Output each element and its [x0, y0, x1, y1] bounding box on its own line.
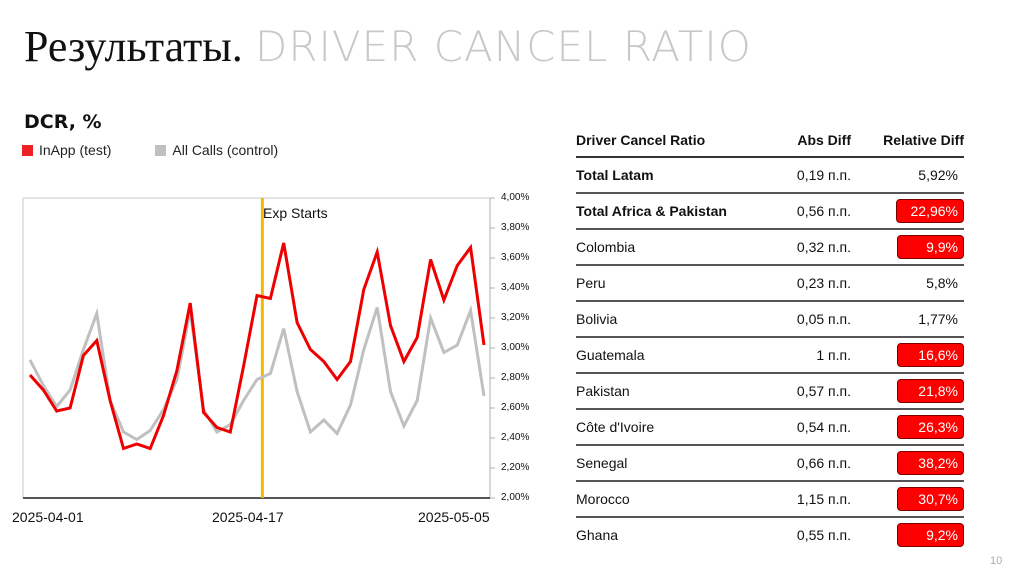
x-tick-label: 2025-04-01 — [12, 509, 84, 525]
row-name: Peru — [576, 275, 606, 291]
page-number: 10 — [990, 555, 1003, 567]
legend-item-test: InApp (test) — [22, 142, 111, 158]
x-tick-label: 2025-04-17 — [212, 509, 284, 525]
y-tick-label: 2,40% — [501, 432, 530, 443]
chart-title: DCR, % — [24, 111, 102, 133]
row-name: Guatemala — [576, 347, 645, 363]
row-abs-diff: 0,57 п.п. — [796, 383, 851, 399]
y-tick-label: 3,60% — [501, 252, 530, 263]
relative-diff-highlight-badge: 26,3% — [897, 415, 964, 439]
legend-item-control: All Calls (control) — [155, 142, 278, 158]
row-relative-diff-cell: 9,9% — [851, 235, 964, 259]
y-tick-label: 4,00% — [501, 192, 530, 203]
results-table: Driver Cancel Ratio Abs Diff Relative Di… — [576, 124, 964, 552]
table-body: Total Latam 0,19 п.п. 5,92% Total Africa & … — [576, 158, 964, 552]
row-abs-diff: 1 п.п. — [816, 347, 851, 363]
header-abs-diff: Abs Diff — [797, 132, 851, 148]
table-row: Senegal 0,66 п.п. 38,2% — [576, 446, 964, 482]
row-name: Senegal — [576, 455, 628, 471]
row-relative-diff-cell: 5,92% — [851, 163, 964, 187]
row-abs-diff: 0,32 п.п. — [796, 239, 851, 255]
table-header: Driver Cancel Ratio Abs Diff Relative Di… — [576, 124, 964, 158]
row-abs-diff: 1,15 п.п. — [796, 491, 851, 507]
table-row: Pakistan 0,57 п.п. 21,8% — [576, 374, 964, 410]
relative-diff-highlight-badge: 21,8% — [897, 379, 964, 403]
row-name: Colombia — [576, 239, 636, 255]
header-relative-diff-label: Relative Diff — [883, 132, 964, 148]
row-name: Pakistan — [576, 383, 630, 399]
y-axis-ticks — [490, 197, 495, 499]
table-row: Bolivia 0,05 п.п. 1,77% — [576, 302, 964, 338]
y-tick-label: 3,80% — [501, 222, 530, 233]
row-relative-diff-cell: 5,8% — [851, 271, 964, 295]
row-abs-diff: 0,23 п.п. — [796, 275, 851, 291]
y-tick-label: 3,40% — [501, 282, 530, 293]
row-relative-diff-cell: 21,8% — [851, 379, 964, 403]
y-tick-label: 3,00% — [501, 342, 530, 353]
row-name: Morocco — [576, 491, 630, 507]
relative-diff-value: 1,77% — [918, 311, 958, 327]
legend-label-test: InApp (test) — [39, 142, 112, 158]
row-name: Bolivia — [576, 311, 618, 327]
x-tick-label: 2025-05-05 — [418, 509, 490, 525]
table-row: Peru 0,23 п.п. 5,8% — [576, 266, 964, 302]
row-name: Total Latam — [576, 167, 654, 183]
row-name: Ghana — [576, 527, 619, 543]
row-relative-diff-cell: 30,7% — [851, 487, 964, 511]
relative-diff-highlight-badge: 38,2% — [897, 451, 964, 475]
y-tick-label: 2,80% — [501, 372, 530, 383]
y-tick-label: 2,60% — [501, 402, 530, 413]
series-control-line — [28, 304, 486, 442]
legend-swatch-control-icon — [155, 144, 167, 156]
table-row: Côte d'Ivoire 0,54 п.п. 26,3% — [576, 410, 964, 446]
slide-title-en: DRIVER CANCEL RATIO — [255, 22, 752, 71]
row-name: Total Africa & Pakistan — [576, 203, 727, 219]
table-row: Total Latam 0,19 п.п. 5,92% — [576, 158, 964, 194]
legend-swatch-test-icon — [22, 144, 33, 156]
row-relative-diff-cell: 1,77% — [851, 307, 964, 331]
relative-diff-highlight-badge: 9,9% — [897, 235, 964, 259]
row-relative-diff-cell: 16,6% — [851, 343, 964, 367]
table-row: Morocco 1,15 п.п. 30,7% — [576, 482, 964, 518]
legend-label-control: All Calls (control) — [172, 142, 279, 158]
header-relative-diff: Relative Diff — [851, 132, 964, 148]
chart-legend: InApp (test) All Calls (control) — [22, 142, 322, 158]
row-abs-diff: 0,19 п.п. — [796, 167, 851, 183]
relative-diff-value: 5,8% — [926, 275, 958, 291]
row-relative-diff-cell: 22,96% — [851, 199, 964, 223]
row-name: Côte d'Ivoire — [576, 419, 655, 435]
row-abs-diff: 0,66 п.п. — [796, 455, 851, 471]
y-tick-label: 3,20% — [501, 312, 530, 323]
slide-title: Результаты. DRIVER CANCEL RATIO — [24, 20, 752, 74]
plot-frame — [22, 197, 491, 499]
series-test-line — [28, 242, 486, 451]
row-abs-diff: 0,55 п.п. — [796, 527, 851, 543]
relative-diff-highlight-badge: 22,96% — [895, 199, 964, 223]
row-abs-diff: 0,54 п.п. — [796, 419, 851, 435]
header-metric: Driver Cancel Ratio — [576, 132, 706, 148]
line-chart — [22, 197, 495, 499]
exp-starts-label: Exp Starts — [263, 205, 328, 221]
table-row: Colombia 0,32 п.п. 9,9% — [576, 230, 964, 266]
row-abs-diff: 0,56 п.п. — [796, 203, 851, 219]
slide-title-ru: Результаты. — [24, 22, 243, 71]
y-tick-label: 2,00% — [501, 492, 530, 503]
row-relative-diff-cell: 38,2% — [851, 451, 964, 475]
relative-diff-highlight-badge: 16,6% — [897, 343, 964, 367]
y-tick-label: 2,20% — [501, 462, 530, 473]
table-row: Guatemala 1 п.п. 16,6% — [576, 338, 964, 374]
row-relative-diff-cell: 9,2% — [851, 523, 964, 547]
row-relative-diff-cell: 26,3% — [851, 415, 964, 439]
table-row: Total Africa & Pakistan 0,56 п.п. 22,96% — [576, 194, 964, 230]
relative-diff-highlight-badge: 30,7% — [897, 487, 964, 511]
relative-diff-value: 5,92% — [918, 167, 958, 183]
row-abs-diff: 0,05 п.п. — [796, 311, 851, 327]
relative-diff-highlight-badge: 9,2% — [897, 523, 964, 547]
table-row: Ghana 0,55 п.п. 9,2% — [576, 518, 964, 552]
